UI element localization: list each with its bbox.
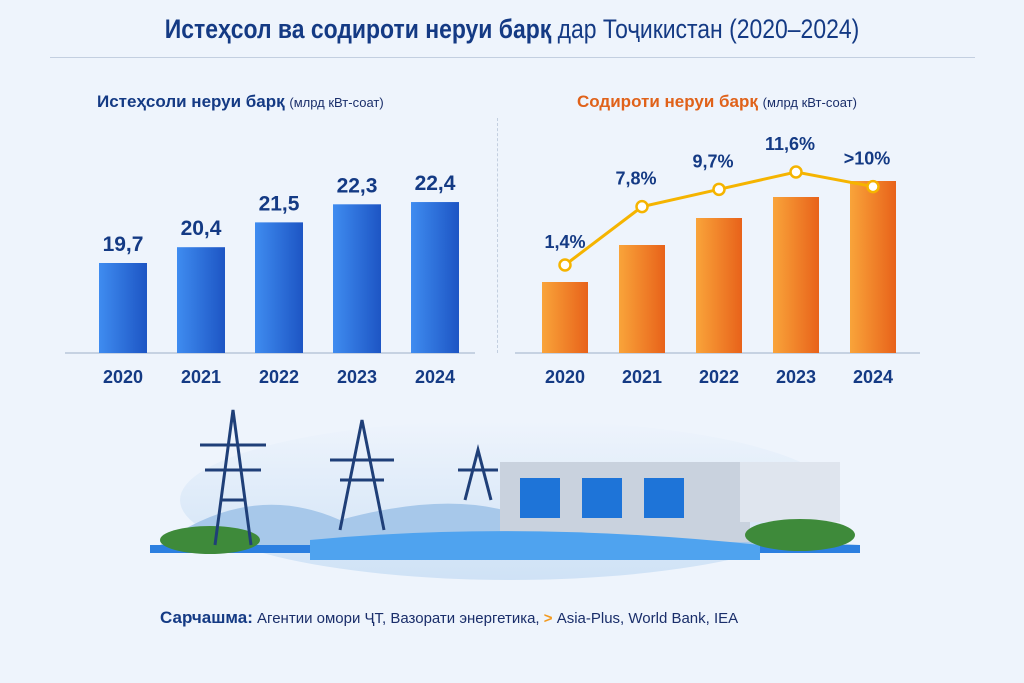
bar-label: 21,5 (259, 192, 300, 215)
bar-export-2021 (619, 245, 665, 353)
line-label: 9,7% (692, 151, 733, 171)
bar-production-2021 (177, 247, 225, 353)
line-point (789, 165, 803, 179)
right-chart-title: Содироти неруи барқ (млрд кВт-соат) (577, 92, 857, 111)
bar-label: 22,3 (337, 174, 378, 197)
line-label: >10% (844, 149, 891, 169)
bar-production-2022 (255, 222, 303, 353)
bar-label: 19,7 (103, 233, 144, 256)
bar-label: 20,4 (181, 217, 222, 240)
x-tick-label: 2022 (699, 367, 739, 387)
x-tick-label: 2022 (259, 367, 299, 387)
bar-export-2022 (696, 218, 742, 353)
left-chart-title: Истеҳсоли неруи барқ (млрд кВт-соат) (97, 92, 384, 111)
x-tick-label: 2023 (337, 367, 377, 387)
source-note: Сарчашма: Агентии омори ҶТ, Вазорати эне… (160, 608, 739, 627)
bar-export-2020 (542, 282, 588, 353)
x-tick-label: 2020 (545, 367, 585, 387)
line-point (635, 199, 649, 214)
line-point (712, 182, 726, 197)
bar-production-2020 (99, 263, 147, 353)
x-tick-label: 2024 (853, 367, 893, 387)
line-label: 1,4% (544, 232, 585, 252)
hydro-dam-illustration (150, 409, 860, 580)
x-tick-label: 2023 (776, 367, 816, 387)
bar-production-2023 (333, 204, 381, 353)
bar-label: 22,4 (415, 172, 456, 195)
x-tick-label: 2021 (622, 367, 662, 387)
x-tick-label: 2021 (181, 367, 221, 387)
line-point (558, 258, 572, 272)
bar-export-2024 (850, 181, 896, 353)
page-title: Истеҳсол ва содироти неруи барқ дар Тоҷи… (164, 14, 860, 44)
bar-export-2023 (773, 197, 819, 353)
bar-production-2024 (411, 202, 459, 353)
x-tick-label: 2024 (415, 367, 455, 387)
x-tick-label: 2020 (103, 367, 143, 387)
line-label: 7,8% (615, 169, 656, 189)
line-point (866, 179, 880, 194)
divider (50, 57, 975, 58)
line-label: 11,6% (765, 134, 815, 154)
chart-divider (497, 118, 498, 353)
